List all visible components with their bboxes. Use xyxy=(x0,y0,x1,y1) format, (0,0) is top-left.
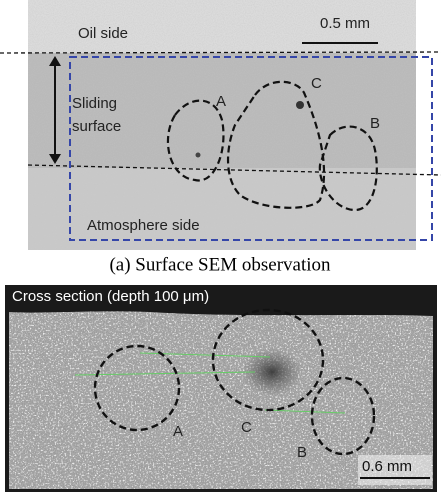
atmosphere-side-label: Atmosphere side xyxy=(87,217,200,234)
region-label: B xyxy=(370,115,380,132)
surface-image: Oil side 0.5 mm Sliding surface A C B At… xyxy=(0,0,441,250)
cross-section-image: Cross section (depth 100 μm) A C B 0.6 m… xyxy=(5,285,437,492)
region-label: B xyxy=(297,444,307,461)
caption: (a) Surface SEM observation xyxy=(109,254,331,275)
region-label: C xyxy=(241,419,252,436)
region-label: A xyxy=(173,423,183,440)
region-label: C xyxy=(311,75,322,92)
cross-section-title: Cross section (depth 100 μm) xyxy=(12,288,209,305)
scale-bar-label: 0.5 mm xyxy=(320,15,370,32)
figure: Oil side 0.5 mm Sliding surface A C B At… xyxy=(0,0,441,493)
scale-bar-label: 0.6 mm xyxy=(362,458,412,475)
oil-side-label: Oil side xyxy=(78,25,128,42)
sliding-surface-label: Sliding surface xyxy=(72,92,152,138)
sliding-surface-box: Sliding surface xyxy=(72,92,152,142)
region-label: A xyxy=(216,93,226,110)
